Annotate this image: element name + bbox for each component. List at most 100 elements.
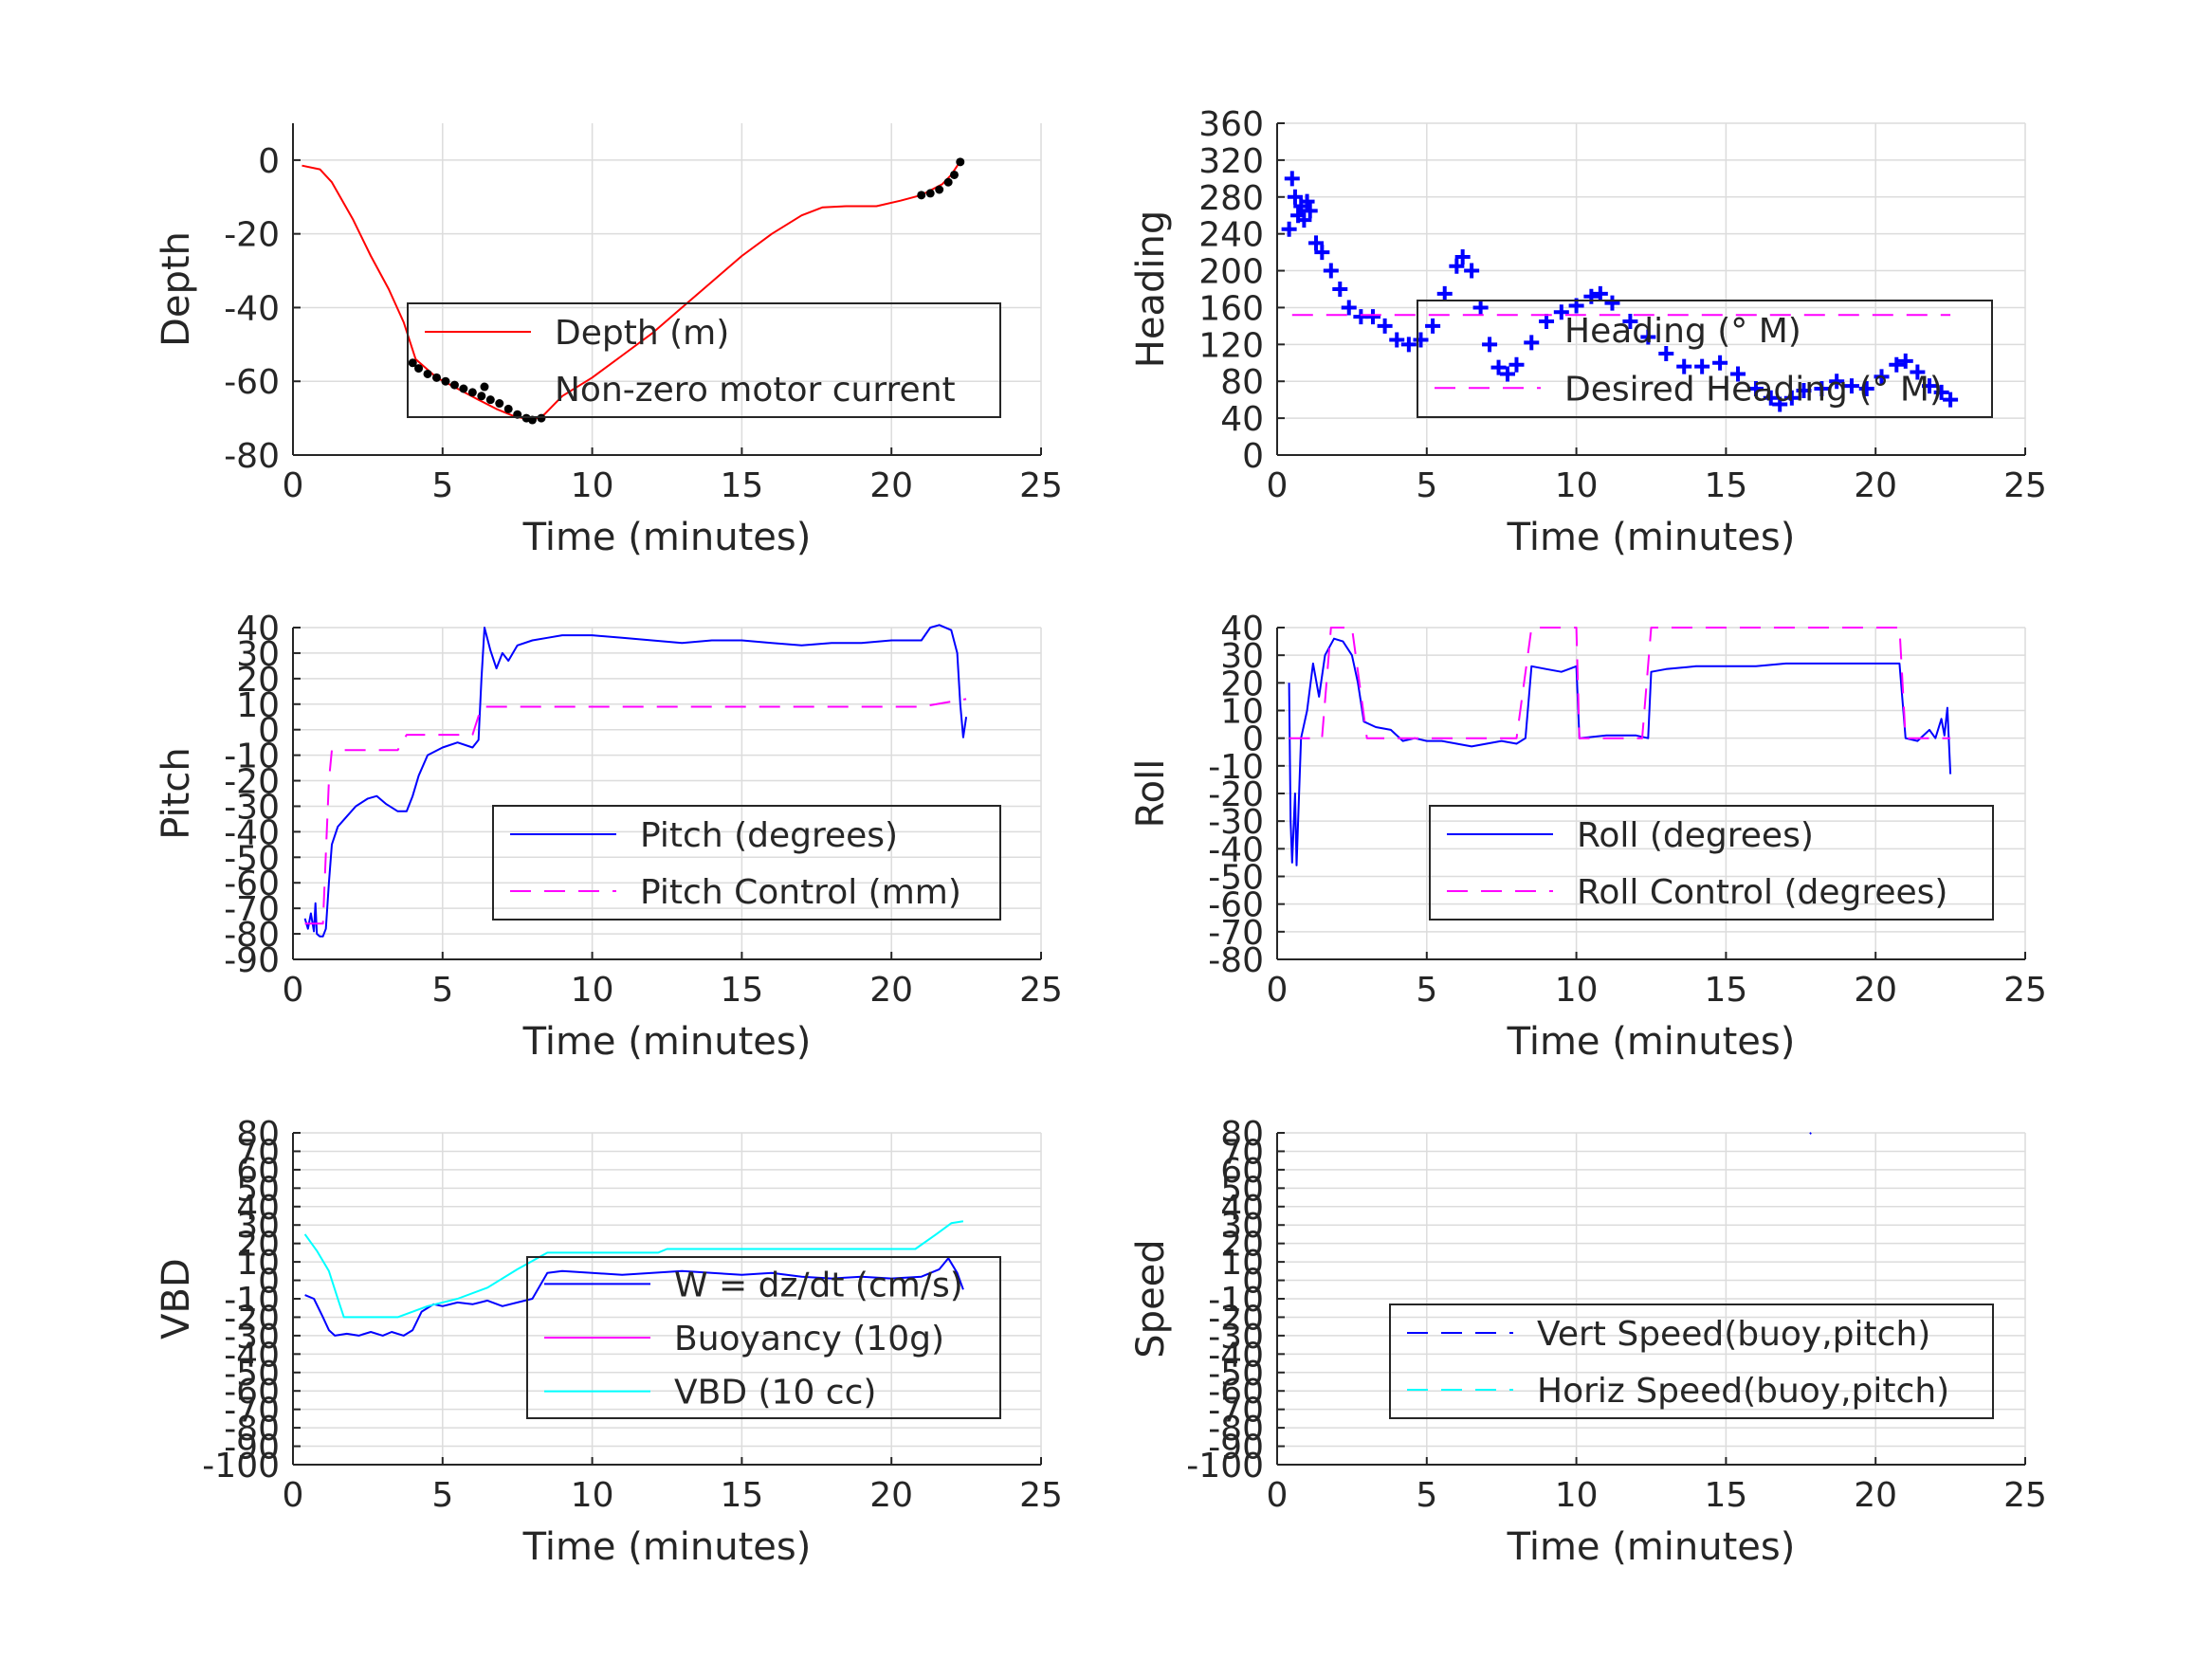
x-tick-label: 15 (1704, 1476, 1747, 1515)
y-tick-label: -10 (1208, 1281, 1264, 1320)
y-tick-label: 10 (236, 1244, 280, 1283)
x-tick-label: 5 (1416, 1476, 1437, 1515)
series-point (414, 364, 424, 374)
legend-label: Roll Control (degrees) (1577, 873, 1947, 912)
series-marker (1377, 318, 1393, 334)
y-tick-label: -30 (224, 1318, 280, 1357)
legend-label: Pitch (degrees) (640, 816, 898, 855)
x-tick-label: 20 (869, 1476, 913, 1515)
y-tick-label: 20 (236, 1226, 280, 1265)
series-marker (1814, 381, 1830, 396)
series-marker (1676, 358, 1692, 374)
y-tick-label: -70 (224, 1392, 280, 1431)
chart-5: 0 5 10 15 20 25-100-90-80-70-60-50-40-30-20-1… (1129, 1115, 2047, 1569)
x-axis-label: Time (minutes) (522, 1020, 812, 1064)
series-marker (1622, 314, 1638, 330)
y-tick-label: -80 (1208, 1410, 1264, 1449)
y-tick-label: -10 (224, 1281, 280, 1320)
series-marker (1592, 285, 1608, 301)
series-marker (1508, 356, 1525, 373)
series-point (956, 157, 965, 167)
series-point (423, 369, 432, 378)
series-group (303, 624, 968, 938)
x-tick-label: 20 (869, 466, 913, 505)
y-tick-label: -50 (224, 1355, 280, 1394)
x-tick-label: 0 (1267, 1476, 1289, 1515)
y-tick-label: 60 (236, 1152, 280, 1191)
series-marker (1539, 314, 1555, 330)
y-tick-label: 50 (236, 1170, 280, 1209)
y-tick-label: -50 (224, 839, 280, 878)
y-tick-label: -100 (202, 1447, 280, 1486)
series-point (480, 382, 489, 392)
y-tick-label: 280 (1198, 179, 1264, 218)
y-tick-label: -20 (224, 763, 280, 802)
series-marker (1454, 248, 1471, 264)
series-marker (1332, 282, 1348, 297)
legend-label: Pitch Control (mm) (640, 873, 961, 912)
series-group (1281, 171, 1959, 412)
series-point (935, 185, 944, 194)
x-tick-label: 20 (1854, 466, 1897, 505)
y-axis-label: Pitch (155, 747, 198, 839)
x-tick-label: 25 (1019, 971, 1063, 1010)
series-line (302, 160, 961, 422)
series-marker (1583, 288, 1600, 304)
series-marker (1284, 171, 1300, 187)
series-point (485, 395, 495, 405)
y-tick-label: -90 (224, 1429, 280, 1468)
y-tick-label: -20 (224, 216, 280, 255)
series-marker (1287, 189, 1303, 205)
series-group (303, 1220, 964, 1337)
x-tick-label: 0 (1267, 971, 1289, 1010)
legend-box (1417, 300, 1993, 418)
x-tick-label: 25 (2003, 466, 2047, 505)
y-tick-label: 60 (1220, 1152, 1264, 1191)
x-tick-label: 25 (1019, 466, 1063, 505)
series-marker (1772, 396, 1788, 412)
x-tick-label: 0 (283, 971, 304, 1010)
x-tick-label: 5 (431, 466, 453, 505)
y-tick-label: 10 (1220, 1244, 1264, 1283)
y-tick-label: 360 (1198, 105, 1264, 144)
chart-3: 0 5 10 15 20 25-80-70-60-50-40-30-20-10010203… (1129, 610, 2047, 1064)
y-tick-label: 30 (236, 1207, 280, 1246)
y-tick-label: 0 (1242, 437, 1264, 476)
series-line (1809, 1132, 1812, 1135)
x-tick-label: 20 (1854, 971, 1897, 1010)
series-marker (1341, 300, 1357, 316)
series-marker (1308, 235, 1325, 251)
x-tick-label: 5 (1416, 466, 1437, 505)
legend-label: Roll (degrees) (1577, 816, 1814, 855)
x-axis-label: Time (minutes) (1507, 516, 1796, 559)
x-tick-label: 5 (431, 1476, 453, 1515)
y-axis-label: Speed (1129, 1239, 1173, 1358)
x-tick-label: 10 (571, 971, 614, 1010)
y-axis-label: Depth (155, 231, 198, 347)
x-tick-label: 0 (1267, 466, 1289, 505)
y-tick-label: 70 (1220, 1133, 1264, 1172)
legend: Heading (° M) Desired Heading (° M) (1417, 300, 1993, 418)
y-tick-label: 40 (236, 610, 280, 648)
series-marker (1763, 390, 1779, 406)
series-marker (1943, 392, 1959, 408)
y-tick-label: 30 (1220, 1207, 1264, 1246)
x-tick-label: 10 (571, 466, 614, 505)
legend-label: Horiz Speed(buoy,pitch) (1537, 1372, 1949, 1411)
y-tick-label: -40 (224, 813, 280, 852)
y-tick-label: -50 (1208, 859, 1264, 898)
y-axis-label: Roll (1129, 759, 1173, 829)
series-marker (1413, 332, 1429, 348)
series-marker (1553, 304, 1569, 320)
series-marker (1449, 258, 1465, 274)
series-line (304, 1257, 964, 1337)
series-marker (1712, 355, 1728, 371)
y-tick-label: -60 (224, 1373, 280, 1412)
y-tick-label: 40 (1220, 400, 1264, 439)
series-line (1289, 627, 1951, 739)
y-tick-label: 20 (1220, 665, 1264, 703)
legend: Vert Speed(buoy,pitch) Horiz Speed(buoy,p… (1389, 1304, 1994, 1419)
series-marker (1694, 358, 1710, 374)
